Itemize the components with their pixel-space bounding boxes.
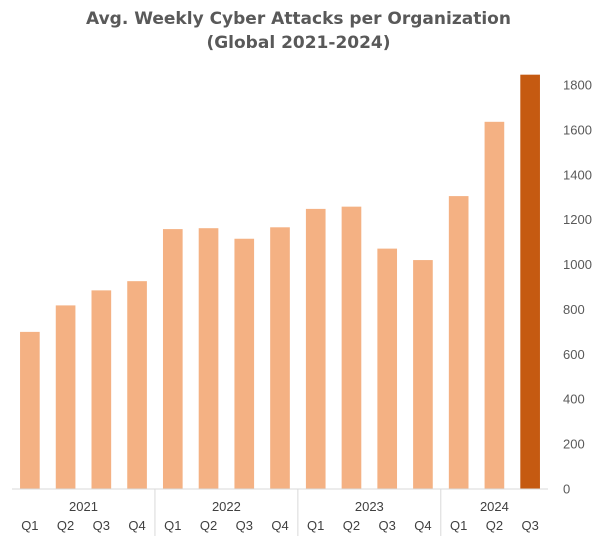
bar-12 <box>413 260 433 489</box>
x-tick-label: Q3 <box>521 518 538 533</box>
bar-1 <box>20 331 40 489</box>
bar-7 <box>234 238 255 489</box>
x-tick-label: Q1 <box>450 518 467 533</box>
chart-title: Avg. Weekly Cyber Attacks per Organizati… <box>86 9 511 29</box>
x-tick-label: Q2 <box>200 518 217 533</box>
y-tick-label: 600 <box>563 347 585 362</box>
x-tick-label: Q2 <box>486 518 503 533</box>
y-axis: 0 200 400 600 800 1000 1200 1400 1600 1800 <box>563 78 592 497</box>
y-tick-label: 0 <box>563 482 570 497</box>
x-tick-label: Q1 <box>21 518 38 533</box>
bar-9 <box>305 208 326 490</box>
year-label: 2024 <box>480 499 509 514</box>
y-tick-label: 1600 <box>563 122 592 137</box>
bar-6 <box>198 228 219 489</box>
year-label: 2022 <box>212 499 241 514</box>
x-tick-label: Q3 <box>379 518 396 533</box>
y-tick-label: 1400 <box>563 167 592 182</box>
x-tick-label: Q3 <box>93 518 110 533</box>
x-tick-label: Q2 <box>343 518 360 533</box>
chart-subtitle: (Global 2021-2024) <box>206 33 391 53</box>
y-tick-label: 1000 <box>563 257 592 272</box>
bar-2 <box>55 305 76 489</box>
bar-10 <box>341 206 362 489</box>
year-label: 2023 <box>355 499 384 514</box>
x-tick-label: Q4 <box>271 518 288 533</box>
x-tick-label: Q4 <box>414 518 431 533</box>
x-axis: Q1 Q2 Q3 Q4 Q1 Q2 Q3 Q4 Q1 Q2 Q3 Q4 Q1 Q2 Q3 2021 2022 20… <box>12 488 548 536</box>
year-label: 2021 <box>69 499 98 514</box>
y-tick-label: 200 <box>563 437 585 452</box>
x-tick-label: Q2 <box>57 518 74 533</box>
bar-8 <box>270 227 290 489</box>
bar-11 <box>377 248 398 489</box>
x-tick-label: Q3 <box>236 518 253 533</box>
bar-3 <box>91 290 112 489</box>
y-tick-label: 1200 <box>563 212 592 227</box>
bar-15 <box>520 74 540 490</box>
bar-4 <box>127 281 147 489</box>
x-tick-label: Q4 <box>128 518 145 533</box>
x-tick-label: Q1 <box>164 518 181 533</box>
y-tick-label: 1800 <box>563 78 592 93</box>
bar-14 <box>484 121 505 489</box>
bars-group <box>20 74 540 490</box>
x-tick-label: Q1 <box>307 518 324 533</box>
bar-13 <box>448 196 469 489</box>
y-tick-label: 400 <box>563 392 585 407</box>
y-tick-label: 800 <box>563 302 585 317</box>
bar-5 <box>162 229 183 490</box>
